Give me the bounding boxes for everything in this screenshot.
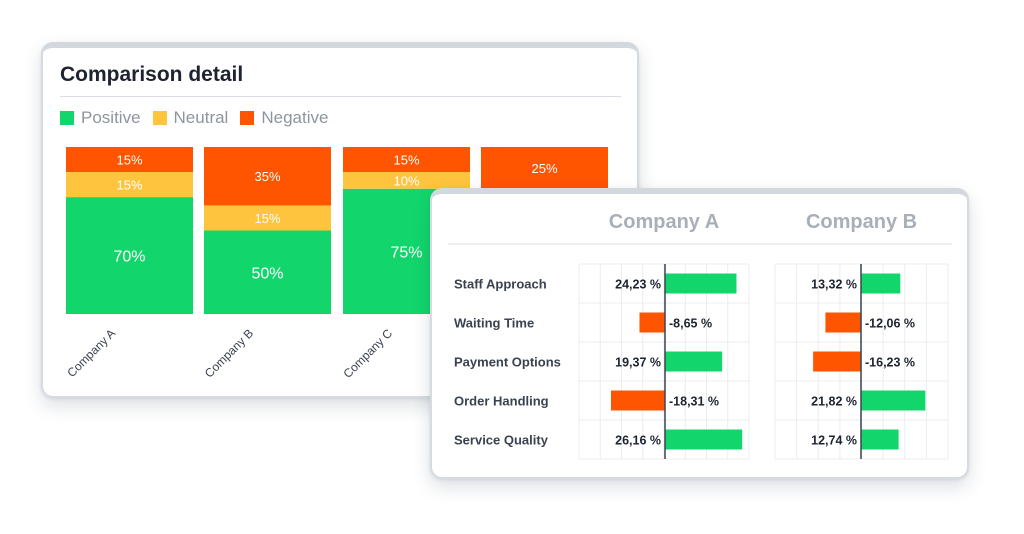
bar-value-label: 19,37 % (615, 356, 661, 370)
bar-negative (610, 390, 665, 411)
bar-value-label: 15% (393, 153, 419, 168)
x-axis-tick-label: Company C (340, 326, 395, 381)
bar-value-label: 50% (251, 265, 283, 282)
column-header: Company B (806, 211, 917, 233)
x-axis-tick-label: Company A (64, 326, 118, 380)
bar-segment-neutral (66, 172, 193, 198)
diverging-bar-chart: Company A Company B Staff Approach Waiting … (448, 211, 952, 460)
legend-swatch-positive (60, 111, 74, 125)
legend-item-neutral: Neutral (152, 108, 229, 128)
bar-negative (813, 351, 861, 372)
bar-value-label: -18,31 % (669, 395, 719, 409)
bar-value-label: 75% (390, 244, 422, 261)
bar-negative (825, 312, 861, 333)
bar-value-label: 12,74 % (811, 434, 857, 448)
category-label: Waiting Time (454, 316, 534, 331)
bar-positive (665, 273, 737, 294)
bar-segment-positive (66, 197, 193, 314)
category-label: Service Quality (454, 433, 549, 448)
bar-segment-negative (343, 147, 470, 173)
bar-value-label: 15% (116, 178, 142, 193)
bar-segment-neutral (343, 172, 470, 189)
bar-segment-negative (481, 147, 608, 189)
legend-swatch-neutral (152, 111, 167, 125)
title-divider (60, 96, 621, 97)
bar-positive (665, 351, 723, 372)
legend-item-positive: Positive (60, 108, 141, 128)
bar-positive (861, 273, 901, 294)
bar-value-label: 35% (254, 169, 280, 184)
bar-value-label: 10% (393, 173, 419, 188)
category-label: Staff Approach (454, 277, 547, 292)
bar-value-label: 24,23 % (615, 278, 661, 292)
bar-negative (639, 312, 665, 333)
bar-value-label: 13,32 % (811, 278, 857, 292)
bar-value-label: 21,82 % (811, 395, 857, 409)
bar-value-label: -12,06 % (865, 317, 915, 331)
legend-label: Positive (81, 108, 141, 127)
bar-segment-negative (204, 147, 331, 206)
bar-segment-positive (204, 230, 331, 314)
category-comparison-card: Company A Company B Staff Approach Waiting … (430, 188, 969, 479)
x-axis-tick-label: Company B (202, 326, 256, 380)
category-label: Order Handling (454, 394, 549, 409)
chart-legend: Positive Neutral Negative (60, 106, 340, 130)
bar-value-label: 15% (254, 211, 280, 226)
category-label: Payment Options (454, 355, 561, 370)
bar-segment-neutral (204, 205, 331, 231)
bar-segment-negative (66, 147, 193, 173)
bar-positive (861, 390, 926, 411)
bar-value-label: -16,23 % (865, 356, 915, 370)
legend-label: Neutral (173, 108, 229, 127)
bar-value-label: -8,65 % (669, 317, 712, 331)
bar-value-label: 15% (116, 153, 142, 168)
bar-positive (861, 429, 899, 450)
bar-positive (665, 429, 743, 450)
card-title: Comparison detail (60, 63, 244, 86)
legend-swatch-negative (240, 111, 255, 125)
bar-value-label: 25% (531, 161, 557, 176)
bar-value-label: 26,16 % (615, 434, 661, 448)
legend-item-negative: Negative (240, 108, 328, 128)
column-header: Company A (609, 211, 719, 233)
legend-label: Negative (261, 108, 329, 127)
bar-value-label: 70% (113, 249, 145, 266)
